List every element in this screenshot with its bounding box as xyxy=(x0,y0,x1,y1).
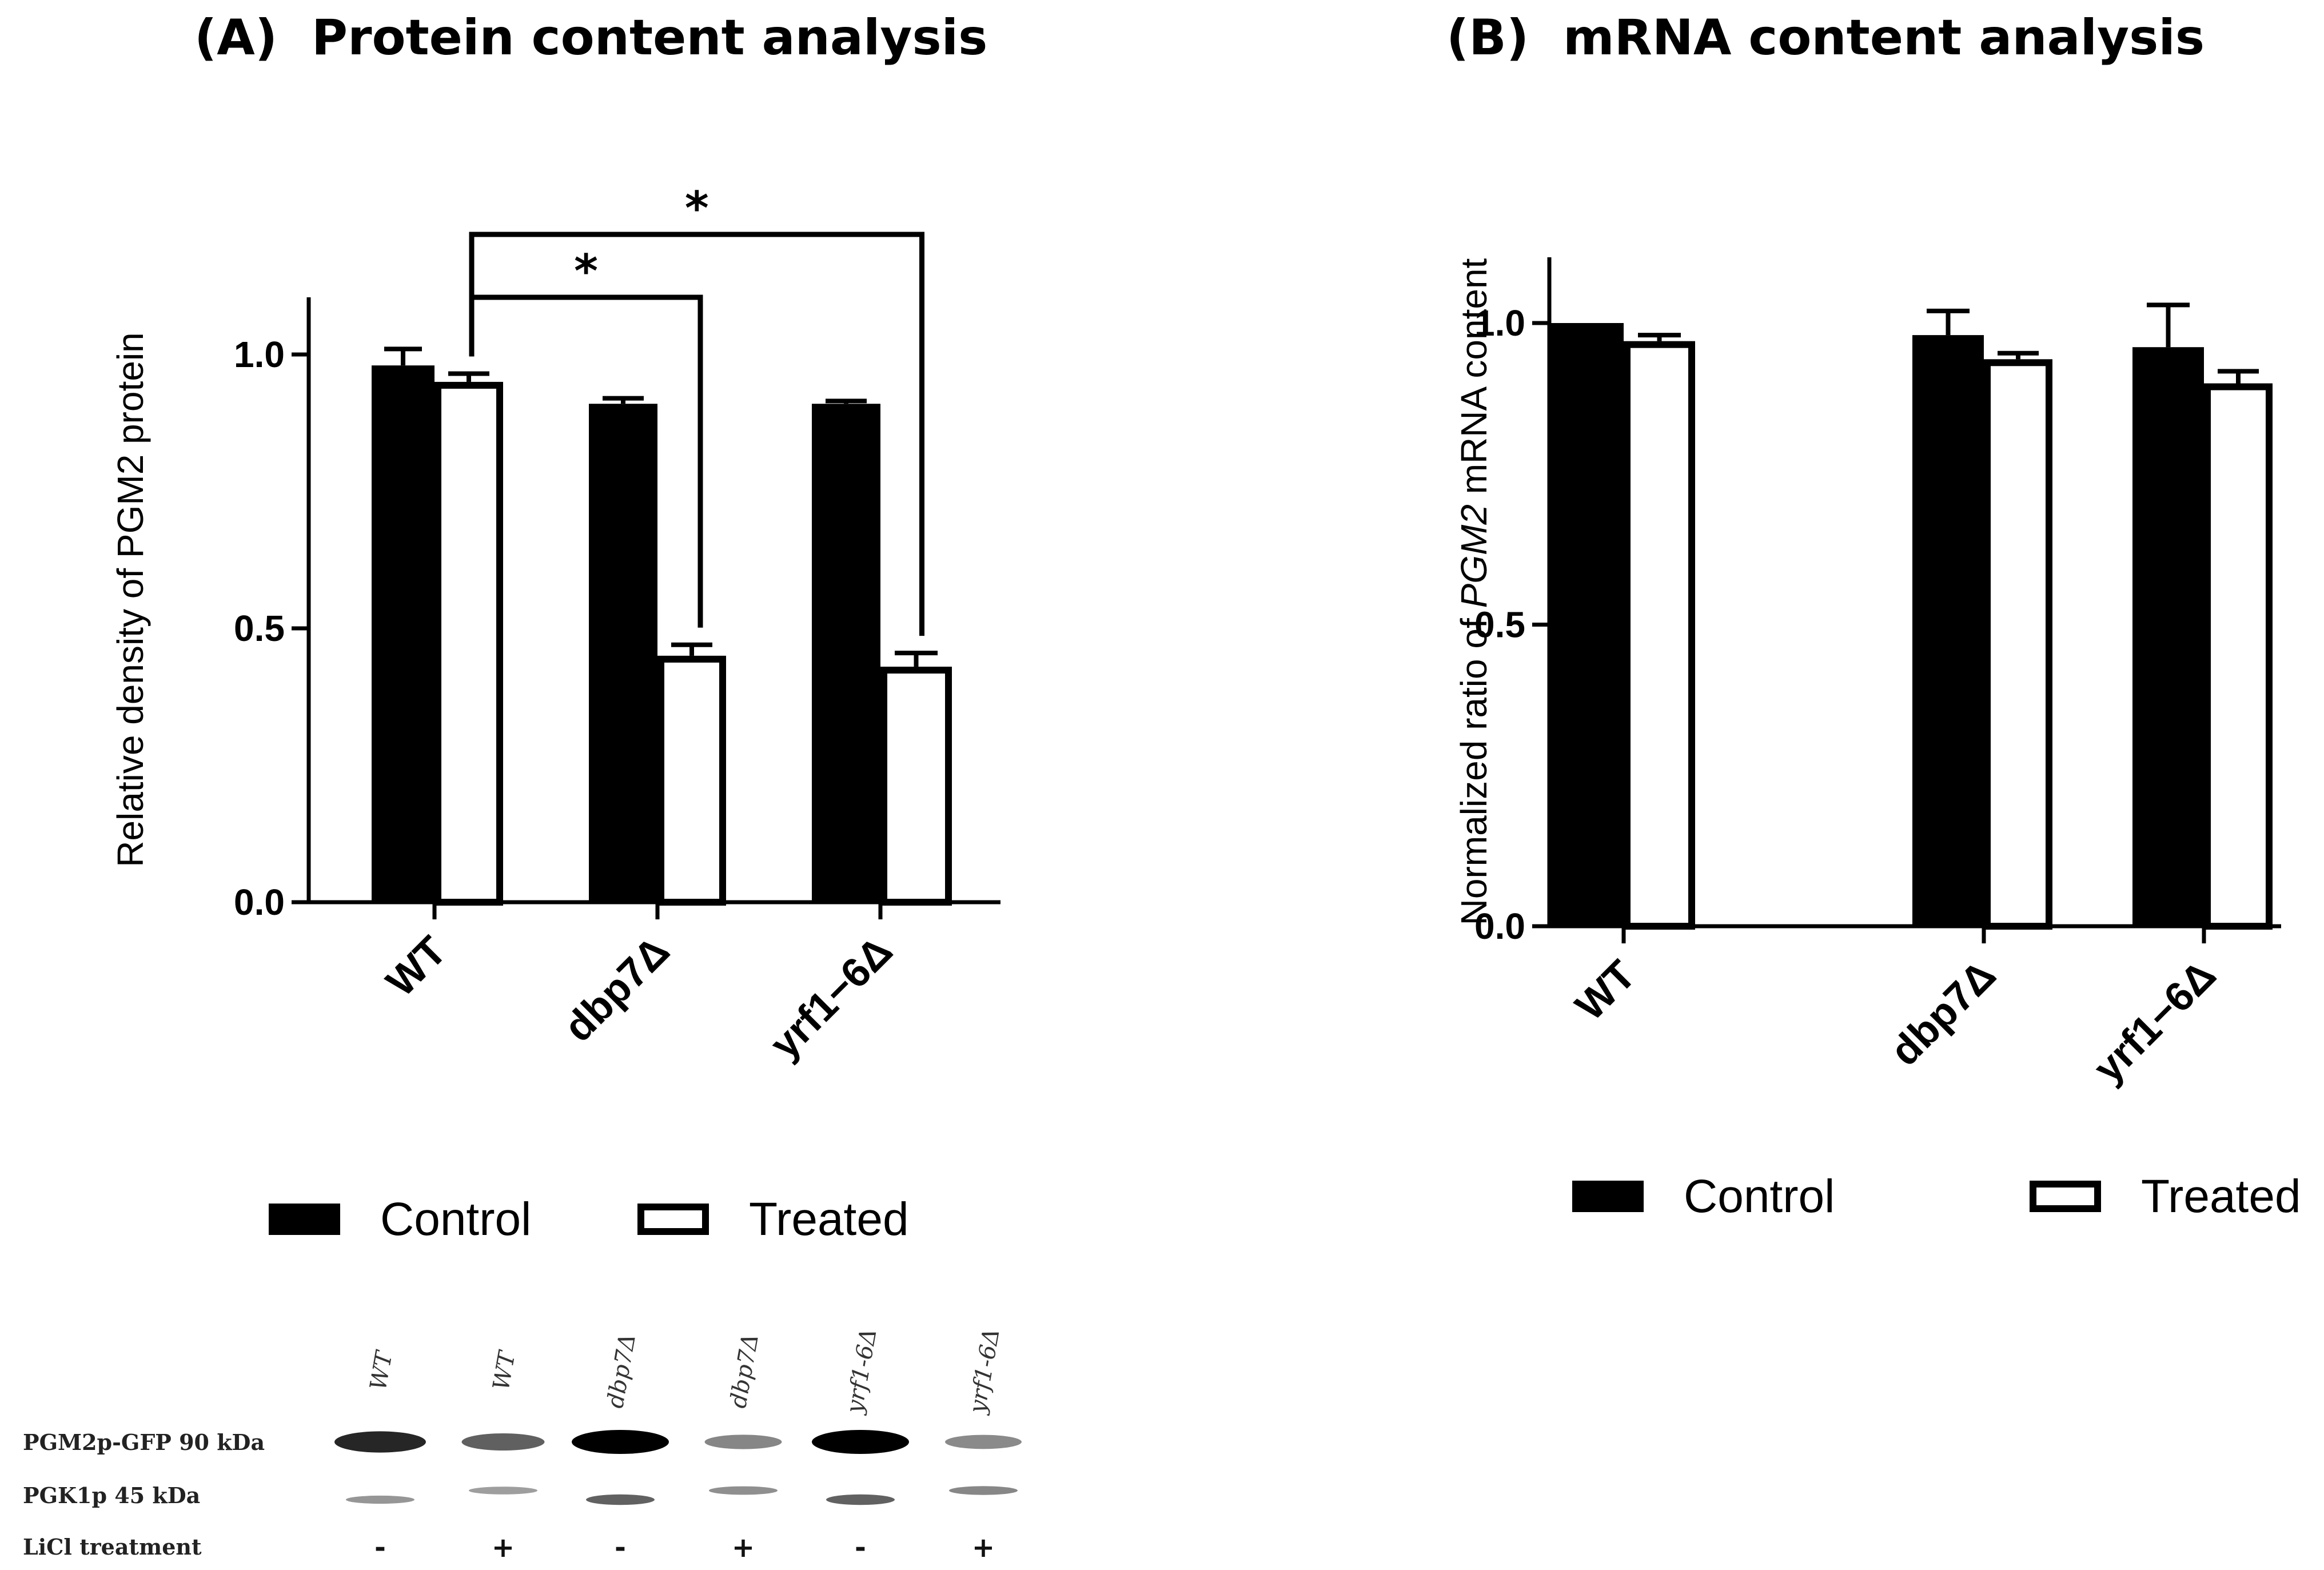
band-pgk1 xyxy=(826,1494,895,1505)
bar-control-1 xyxy=(1912,335,1984,926)
band-pgm2 xyxy=(572,1430,669,1454)
band-pgm2 xyxy=(461,1433,545,1451)
significance-star: * xyxy=(574,245,598,298)
legend-label-control: Control xyxy=(1684,1170,1835,1222)
bar-control-2 xyxy=(812,404,880,902)
y-tick-label: 0.0 xyxy=(1474,906,1525,947)
bar-treated-1 xyxy=(657,655,726,906)
bracket-line xyxy=(469,232,924,636)
treatment-sign: + xyxy=(972,1532,995,1564)
blot-row-label: PGM2p-GFP 90 kDa xyxy=(23,1429,265,1455)
bar-treated-2 xyxy=(880,667,952,906)
bar-control-2 xyxy=(2132,347,2204,926)
treatment-sign: - xyxy=(855,1532,866,1564)
legend-swatch-treated xyxy=(637,1204,709,1235)
blot-lane-label: yrf1-6Δ xyxy=(841,1326,882,1417)
band-pgm2 xyxy=(704,1434,782,1449)
bracket-line xyxy=(469,294,703,628)
bar-control-0 xyxy=(372,365,434,902)
bar-treated-2 xyxy=(2204,383,2273,930)
significance-star: * xyxy=(685,182,709,235)
legend-swatch-treated xyxy=(2030,1181,2101,1212)
bar-treated-1 xyxy=(1984,359,2052,930)
category-label: yrf1−6Δ xyxy=(2085,952,2225,1092)
y-tick-label: 1.0 xyxy=(234,334,285,375)
category-label: yrf1−6Δ xyxy=(762,928,902,1068)
legend-label-treated: Treated xyxy=(2141,1170,2301,1222)
western-blot: PGM2p-GFP 90 kDa PGK1p 45 kDa LiCl treatme… xyxy=(23,1326,1022,1564)
bar-control-0 xyxy=(1549,323,1624,926)
y-axis-title-part: Normalized ratio of xyxy=(1453,608,1494,925)
treatment-sign: + xyxy=(732,1532,755,1564)
band-pgk1 xyxy=(709,1486,778,1495)
significance-bracket: * xyxy=(469,245,703,628)
y-axis-title-part: mRNA content xyxy=(1453,258,1494,504)
y-tick-label: 0.0 xyxy=(234,882,285,923)
treatment-sign: - xyxy=(615,1532,626,1564)
legend-label-treated: Treated xyxy=(749,1193,909,1245)
blot-row-label: LiCl treatment xyxy=(23,1534,202,1560)
y-tick-label: 0.5 xyxy=(234,608,285,649)
bar-treated-0 xyxy=(434,381,503,906)
band-pgk1 xyxy=(469,1487,537,1495)
significance-bracket: * xyxy=(469,182,924,636)
band-pgm2 xyxy=(945,1434,1022,1449)
mrna-chart: 0.0 0.5 1.0 WT dbp7Δ yrf1−6Δ Normalized ratio … xyxy=(1453,257,2301,1222)
blot-row-label: PGK1p 45 kDa xyxy=(23,1483,200,1508)
legend-swatch-control xyxy=(1572,1181,1644,1212)
protein-chart: 0.0 0.5 1.0 WT dbp7Δ yrf1−6Δ Relative density … xyxy=(110,182,1000,1245)
y-axis-title: Normalized ratio of PGM2 mRNA content xyxy=(1453,258,1494,925)
band-pgk1 xyxy=(949,1486,1018,1495)
y-axis-title-part: PGM2 xyxy=(1453,504,1494,608)
treatment-sign: + xyxy=(492,1532,515,1564)
band-pgm2 xyxy=(334,1431,426,1453)
bar-treated-0 xyxy=(1624,341,1695,930)
legend-swatch-control xyxy=(269,1204,340,1235)
panel-a-title: (A) Protein content analysis xyxy=(194,9,987,66)
y-tick-label: 1.0 xyxy=(1474,302,1525,344)
treatment-sign: - xyxy=(374,1532,386,1564)
category-label: WT xyxy=(1567,952,1645,1030)
panel-b-title: (B) mRNA content analysis xyxy=(1446,9,2205,66)
band-pgk1 xyxy=(586,1494,655,1505)
y-tick-label: 0.5 xyxy=(1474,604,1525,645)
blot-lane-label: WT xyxy=(365,1348,398,1392)
blot-lane-label: yrf1-6Δ xyxy=(964,1326,1005,1417)
category-label: WT xyxy=(378,928,456,1006)
blot-lane-label: dbp7Δ xyxy=(602,1332,641,1410)
bar-control-1 xyxy=(589,404,657,902)
band-pgm2 xyxy=(812,1430,909,1454)
legend-label-control: Control xyxy=(380,1193,531,1245)
blot-lane-label: WT xyxy=(488,1348,521,1392)
blot-lane-label: dbp7Δ xyxy=(725,1332,764,1410)
category-label: dbp7Δ xyxy=(1882,952,2005,1075)
y-axis-title: Relative density of PGM2 protein xyxy=(110,332,151,867)
category-label: dbp7Δ xyxy=(556,928,679,1051)
band-pgk1 xyxy=(346,1495,414,1504)
